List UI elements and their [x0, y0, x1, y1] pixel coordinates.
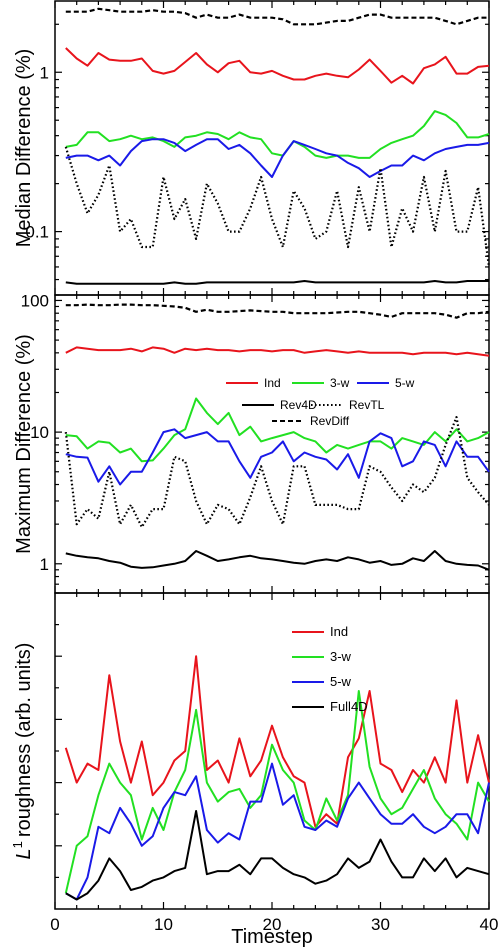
y-tick-label: 1: [40, 63, 49, 82]
x-tick-label: 10: [154, 915, 173, 934]
y-tick-label: 1: [40, 555, 49, 574]
x-tick-label: 40: [480, 915, 498, 934]
panel-3-ylabel-main: roughness (arb. units): [13, 643, 35, 838]
series-line-rev4d: [65, 280, 489, 285]
series-line-ind: [65, 346, 490, 357]
series-line-w3: [65, 110, 490, 159]
panel-1-frame: [54, 0, 490, 296]
legend-label-w3: 3-w: [330, 649, 352, 664]
series-line-revtl: [64, 146, 491, 268]
series-line-w3: [64, 690, 490, 894]
panel-3-legend: Ind 3-w 5-w Full4D: [292, 624, 368, 714]
panel-2-ticks: 1 10 100: [21, 291, 490, 594]
series-line-revdiff: [65, 303, 490, 319]
y-tick-label: 0.1: [25, 223, 49, 242]
legend-label-revdiff: RevDiff: [310, 414, 350, 428]
legend-label-w5: 5-w: [330, 674, 352, 689]
x-tick-label: 20: [263, 915, 282, 934]
y-tick-label: 10: [30, 423, 49, 442]
panel-2-legend: Ind 3-w 5-w Rev4D RevTL RevDiff: [226, 376, 415, 428]
x-tick-label: 0: [50, 915, 59, 934]
y-tick-label: 100: [21, 291, 49, 310]
legend-label-rev4d: Rev4D: [280, 398, 317, 412]
x-tick-label: 30: [371, 915, 390, 934]
series-line-w5: [65, 138, 490, 178]
series-line-rev4d: [65, 550, 490, 571]
series-line-w3: [65, 397, 490, 463]
series-line-w5: [65, 762, 490, 901]
legend-label-w5: 5-w: [395, 376, 415, 390]
legend-label-ind: Ind: [264, 376, 281, 390]
panel-3-ticks: 0 10 20 30 40: [50, 593, 498, 934]
legend-label-w3: 3-w: [330, 376, 350, 390]
panel-3-series: [64, 655, 490, 901]
panel-3-frame: [54, 592, 490, 910]
panel-3-ylabel-l: L: [13, 848, 35, 859]
series-line-ind: [65, 47, 490, 85]
panel-3-ylabel: L1 roughness (arb. units): [10, 643, 35, 860]
panel-2-series: [64, 303, 490, 571]
legend-label-ind: Ind: [330, 624, 348, 639]
panel-1-series: [64, 7, 491, 285]
series-line-w5: [65, 428, 490, 486]
series-line-ind: [64, 655, 490, 828]
series-line-revdiff: [65, 7, 489, 26]
series-line-full4d: [65, 810, 490, 901]
series-line-revtl: [64, 416, 490, 529]
panel-1-ylabel: Median Difference (%): [13, 49, 35, 248]
x-axis-label: Timestep: [231, 926, 313, 948]
legend-label-revtl: RevTL: [349, 398, 385, 412]
panel-3-ylabel-sup: 1: [10, 841, 25, 848]
panel-2-ylabel: Maximum Difference (%): [13, 334, 35, 554]
legend-label-full4d: Full4D: [330, 699, 368, 714]
panel-1-ticks: 0.11: [25, 1, 490, 296]
